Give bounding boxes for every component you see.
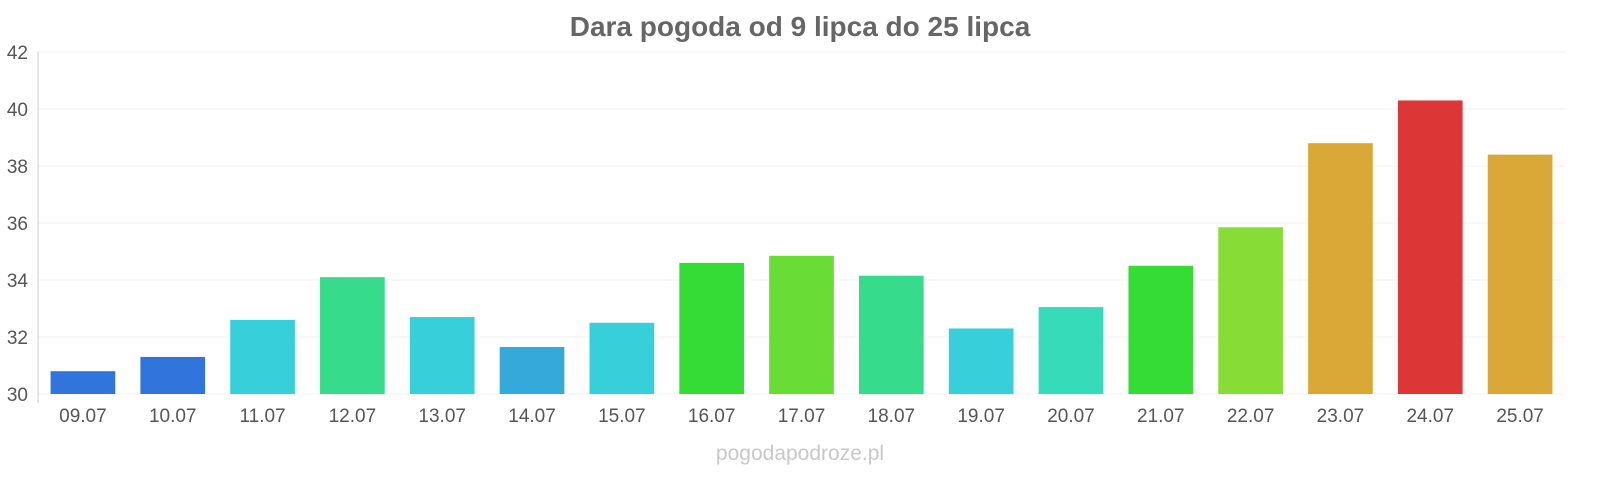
x-tick-label: 22.07 <box>1227 406 1275 427</box>
chart-title: Dara pogoda od 9 lipca do 25 lipca <box>570 11 1031 42</box>
x-tick-label: 19.07 <box>957 406 1005 427</box>
x-tick-label: 18.07 <box>868 406 916 427</box>
bar-17.07 <box>769 255 834 394</box>
bar-18.07 <box>858 275 924 394</box>
bar-19.07 <box>948 328 1014 394</box>
bar-12.07 <box>320 277 385 394</box>
y-axis-ticks: 30 32 34 36 38 40 42 <box>7 43 29 406</box>
bar-16.07 <box>679 262 745 394</box>
x-tick-label: 15.07 <box>598 406 646 427</box>
bar-13.07 <box>409 317 475 394</box>
bars <box>50 100 1553 394</box>
y-tick-label: 32 <box>7 328 28 349</box>
x-tick-label: 25.07 <box>1496 406 1544 427</box>
x-tick-label: 20.07 <box>1047 406 1095 427</box>
x-tick-label: 14.07 <box>508 406 556 427</box>
x-tick-label: 24.07 <box>1406 406 1454 427</box>
bar-15.07 <box>589 322 655 394</box>
bar-10.07 <box>140 356 206 394</box>
bar-14.07 <box>499 346 565 394</box>
x-tick-label: 13.07 <box>418 406 466 427</box>
x-tick-label: 16.07 <box>688 406 736 427</box>
x-tick-label: 09.07 <box>59 406 107 427</box>
y-tick-label: 36 <box>7 214 28 235</box>
bar-11.07 <box>230 319 295 394</box>
x-tick-label: 17.07 <box>778 406 826 427</box>
x-tick-label: 11.07 <box>239 406 285 427</box>
y-tick-label: 42 <box>7 43 28 64</box>
bar-09.07 <box>50 371 116 394</box>
y-tick-label: 30 <box>7 385 28 406</box>
bar-20.07 <box>1038 307 1104 394</box>
x-tick-label: 12.07 <box>329 406 377 427</box>
bar-25.07 <box>1487 154 1553 394</box>
y-tick-label: 34 <box>7 271 29 292</box>
x-tick-label: 10.07 <box>149 406 197 427</box>
x-tick-label: 23.07 <box>1317 406 1365 427</box>
bar-24.07 <box>1397 100 1463 394</box>
bar-21.07 <box>1128 265 1194 394</box>
watermark: pogodapodroze.pl <box>716 442 884 465</box>
x-axis-ticks: 09.07 10.07 11.07 12.07 13.07 14.07 15.07 16.07… <box>59 406 1544 427</box>
y-tick-label: 38 <box>7 157 28 178</box>
y-tick-label: 40 <box>7 100 28 121</box>
bar-22.07 <box>1218 227 1283 394</box>
x-tick-label: 21.07 <box>1137 406 1185 427</box>
bar-23.07 <box>1308 143 1373 394</box>
